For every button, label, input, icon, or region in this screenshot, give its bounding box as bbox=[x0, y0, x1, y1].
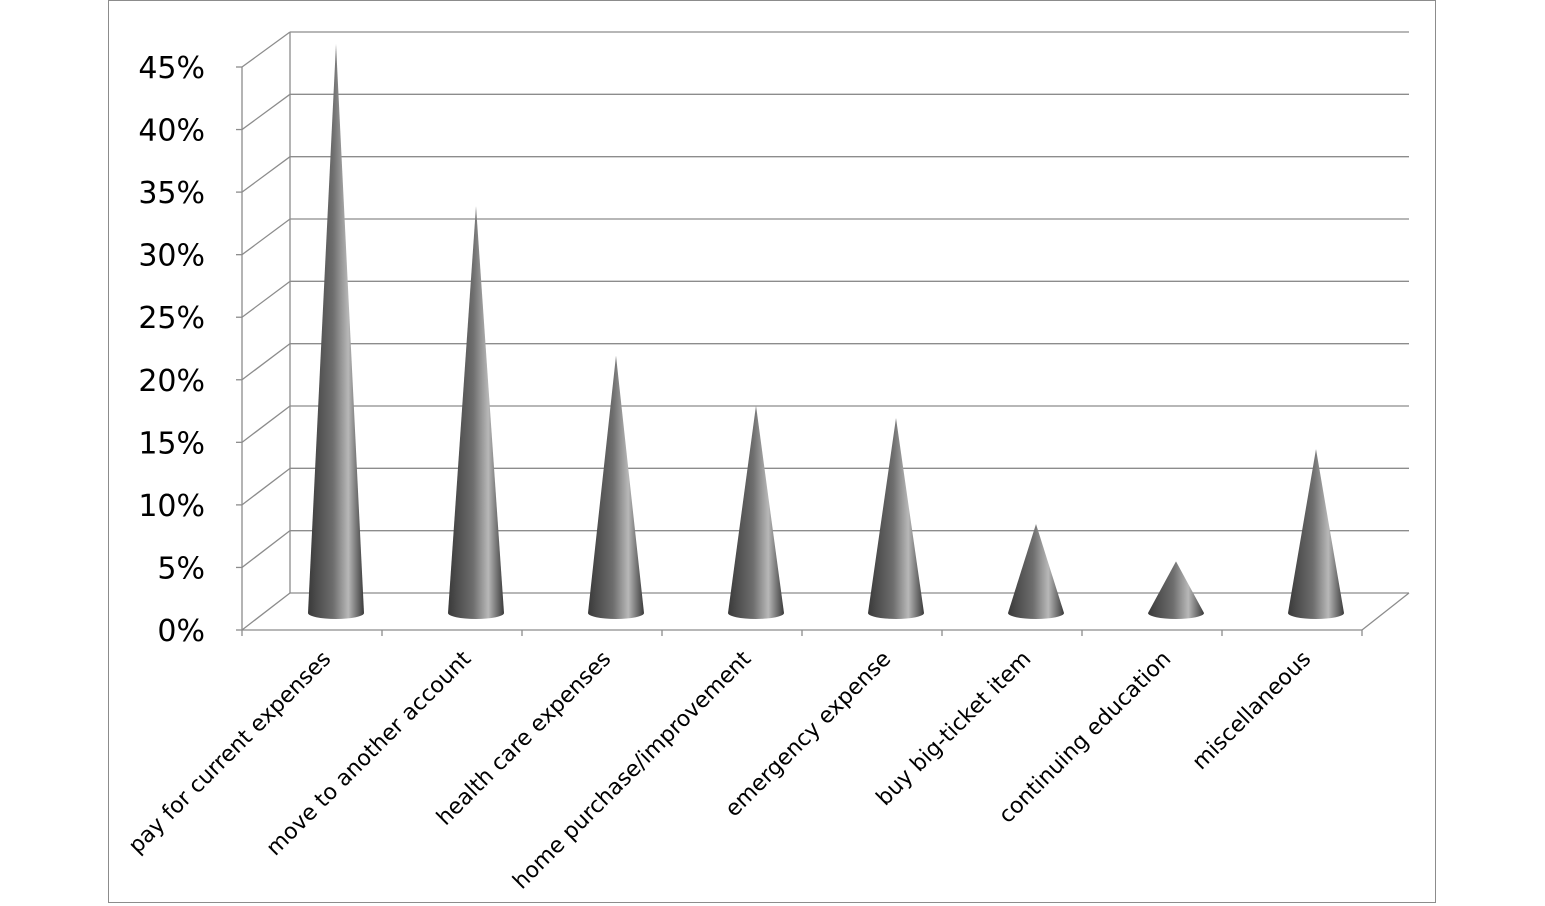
cone-body bbox=[728, 405, 784, 619]
cones bbox=[308, 44, 1344, 620]
cone-body bbox=[868, 418, 924, 619]
floor-right-edge bbox=[1361, 592, 1410, 631]
x-tick-label: miscellaneous bbox=[1188, 647, 1316, 775]
y-tick-label: 30% bbox=[138, 239, 205, 274]
cone-body bbox=[1008, 523, 1064, 619]
cone-mark bbox=[728, 405, 784, 619]
y-tick-label: 20% bbox=[138, 364, 205, 399]
gridline-side bbox=[241, 218, 291, 256]
y-tick-label: 45% bbox=[138, 51, 205, 86]
cone-mark bbox=[868, 418, 924, 619]
gridline-side bbox=[241, 343, 291, 381]
cone-mark bbox=[1148, 561, 1204, 619]
cone-body bbox=[588, 355, 644, 619]
axes bbox=[236, 32, 1410, 636]
cone-body bbox=[1288, 449, 1344, 619]
y-tick-label: 10% bbox=[138, 489, 205, 524]
gridline-side bbox=[241, 405, 291, 443]
cone-mark bbox=[1288, 449, 1344, 619]
cone-mark bbox=[588, 355, 644, 619]
y-tick-label: 15% bbox=[138, 426, 205, 461]
gridline-side bbox=[241, 592, 291, 631]
gridline-side bbox=[241, 280, 291, 318]
gridline-side bbox=[241, 93, 291, 131]
y-tick-labels: 0% 5% 10% 15% 20% 25% 30% 35% 40% 45% bbox=[138, 51, 205, 649]
x-tick-label: home purchase/improvement bbox=[508, 646, 756, 894]
cone-body bbox=[308, 44, 364, 619]
cone-mark bbox=[1008, 523, 1064, 619]
gridline-side bbox=[241, 530, 291, 568]
x-tick-label: buy big-ticket item bbox=[872, 647, 1036, 811]
cone-mark bbox=[308, 44, 364, 619]
y-tick-label: 5% bbox=[157, 551, 205, 586]
y-tick-label: 25% bbox=[138, 301, 205, 336]
gridline-side bbox=[241, 156, 291, 193]
y-tick-label: 35% bbox=[138, 176, 205, 211]
cone-mark bbox=[448, 206, 504, 620]
y-tick-label: 40% bbox=[138, 114, 205, 149]
gridline-side bbox=[241, 31, 291, 68]
y-tick-label: 0% bbox=[157, 614, 205, 649]
gridline-side bbox=[241, 467, 291, 506]
cone-body bbox=[1148, 561, 1204, 619]
cone-body bbox=[448, 206, 504, 620]
gridlines bbox=[241, 31, 1409, 631]
